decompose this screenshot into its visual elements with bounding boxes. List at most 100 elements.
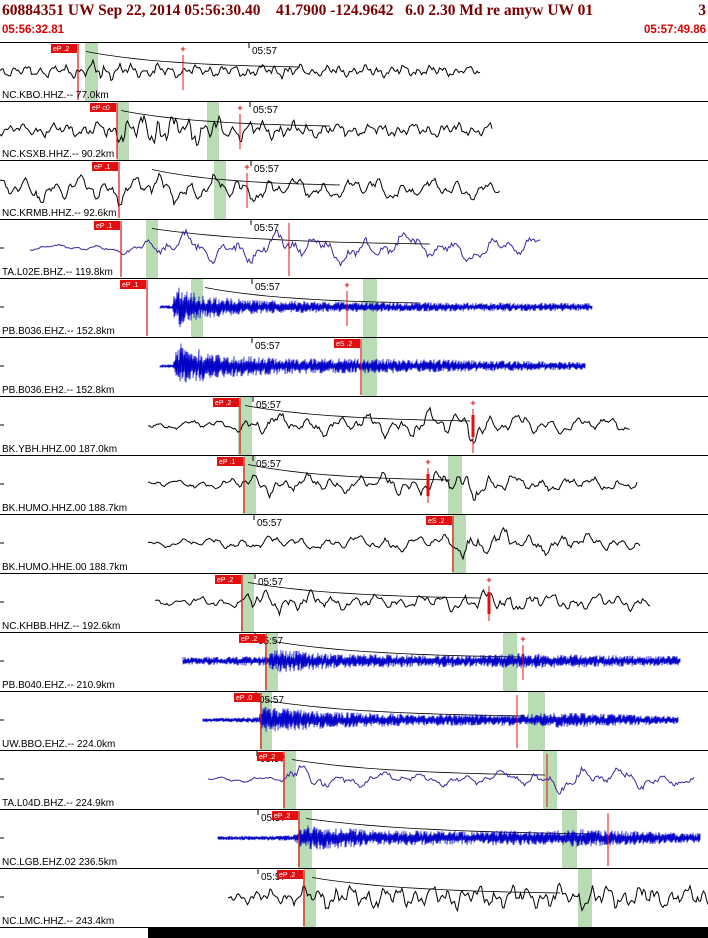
- trace-plot[interactable]: 05:57 eS .2 PB.B036.EH2.-- 152.8km: [0, 338, 708, 396]
- pick-label: eP .2: [279, 872, 295, 879]
- coda-decay-curve: [120, 110, 331, 127]
- trace-row[interactable]: 05:57 eP .0 UW.BBO.EHZ.-- 224.0km: [0, 691, 708, 750]
- waveform: [227, 882, 708, 913]
- trace-plot[interactable]: 05:57 eP c0 + NC.KSXB.HHZ.-- 90.2km: [0, 102, 708, 160]
- trace-row[interactable]: 05:57 eP .2 + BK.YBH.HHZ.00 187.0km: [0, 396, 708, 455]
- pick-label-box[interactable]: [92, 162, 118, 171]
- station-label: PB.B036.EH2.-- 152.8km: [2, 385, 114, 396]
- trace-plot[interactable]: 05:57 eP .1 TA.L02E.BHZ.-- 119.8km: [0, 220, 708, 278]
- pick-label-box[interactable]: [426, 516, 452, 525]
- coda-decay-curve: [151, 169, 341, 186]
- pick-label-box[interactable]: [217, 457, 243, 466]
- trace-plot[interactable]: 05:57 eP .2 + BK.YBH.HHZ.00 187.0km: [0, 397, 708, 455]
- trace-plot[interactable]: 05:57 eP .1 + PB.B036.EHZ.-- 152.8km: [0, 279, 708, 337]
- waveform: [0, 172, 500, 207]
- coda-decay-curve: [247, 582, 481, 599]
- plus-marker: +: [180, 44, 185, 54]
- trace-plot[interactable]: 05:57 eP .2 + NC.KBO.HHZ.-- 77.0km: [0, 43, 708, 101]
- event-title: 60884351 UW Sep 22, 2014 05:56:30.40 41.…: [2, 2, 594, 19]
- pick-label-box[interactable]: [213, 398, 239, 407]
- trace-row[interactable]: 05:57 eP .1 + BK.HUMO.HHZ.00 188.7km: [0, 455, 708, 514]
- trace-row[interactable]: 05:57 eP c0 + NC.KSXB.HHZ.-- 90.2km: [0, 101, 708, 160]
- trace-plot[interactable]: 05:57 eS .2 BK.HUMO.HHE.00 188.7km: [0, 515, 708, 573]
- highlight-band: [452, 515, 466, 573]
- pick-label-box[interactable]: [120, 280, 146, 289]
- trace-plot[interactable]: 05:57 eP .0 UW.BBO.EHZ.-- 224.0km: [0, 692, 708, 750]
- trace-plot[interactable]: 05:57 eP .1 + NC.KRMB.HHZ.-- 92.6km: [0, 161, 708, 219]
- window-start-time: 05:56:32.81: [2, 24, 65, 36]
- pick-label: eP .2: [241, 636, 257, 643]
- pick-label: eP .0: [236, 695, 252, 702]
- trace-plot[interactable]: 05:57 eP .2 + NC.KHBB.HHZ.-- 192.6km: [0, 574, 708, 632]
- pick-label: eS .2: [428, 518, 444, 525]
- amplitude-bar: [471, 415, 475, 437]
- highlight-band: [85, 43, 98, 101]
- clipped-trace[interactable]: [148, 928, 708, 938]
- pick-label-box[interactable]: [334, 339, 360, 348]
- trace-row[interactable]: 05:57 eP .2 + NC.KHBB.HHZ.-- 192.6km: [0, 573, 708, 632]
- waveform: [0, 114, 493, 146]
- station-label: TA.L02E.BHZ.-- 119.8km: [2, 267, 113, 278]
- pick-label: eP .1: [94, 164, 110, 171]
- pick-label-box[interactable]: [277, 870, 303, 879]
- waveform: [30, 228, 541, 267]
- pick-label-box[interactable]: [272, 811, 298, 820]
- trace-row[interactable]: 05:57 eP .2 + NC.KBO.HHZ.-- 77.0km: [0, 42, 708, 101]
- pick-label-box[interactable]: [94, 221, 120, 230]
- amplitude-bar: [487, 592, 491, 614]
- trace-row[interactable]: 05:57 eS .2 PB.B036.EH2.-- 152.8km: [0, 337, 708, 396]
- station-label: UW.BBO.EHZ.-- 224.0km: [2, 739, 115, 750]
- waveform: [154, 588, 651, 617]
- time-tick-label: 05:57: [254, 164, 279, 175]
- trace-row[interactable]: 05:57 eP .1 TA.L02E.BHZ.-- 119.8km: [0, 219, 708, 278]
- time-tick-label: 05:57: [253, 105, 278, 116]
- plus-marker: +: [520, 634, 525, 644]
- clipped-trace-strip: [0, 927, 708, 938]
- pick-label-box[interactable]: [215, 575, 241, 584]
- trace-row[interactable]: 05:57 eP .2 + PB.B040.EHZ.-- 210.9km: [0, 632, 708, 691]
- time-tick-label: 05:57: [255, 341, 280, 352]
- highlight-band: [241, 574, 254, 632]
- pick-label-box[interactable]: [239, 634, 265, 643]
- pick-label: eP .1: [96, 223, 112, 230]
- highlight-band: [578, 869, 592, 927]
- pick-label: eS .2: [336, 341, 352, 348]
- pick-label: eP .2: [217, 577, 233, 584]
- waveform: [159, 287, 593, 328]
- waveform: [217, 825, 701, 850]
- trace-list: 05:57 eP .2 + NC.KBO.HHZ.-- 77.0km 05:57 eP c…: [0, 42, 708, 927]
- pick-label-box[interactable]: [90, 103, 116, 112]
- pick-label-box[interactable]: [51, 44, 77, 53]
- pick-label-box[interactable]: [234, 693, 260, 702]
- plus-marker: +: [244, 162, 249, 172]
- trace-row[interactable]: 05:57 eP .1 + PB.B036.EHZ.-- 152.8km: [0, 278, 708, 337]
- header: 60884351 UW Sep 22, 2014 05:56:30.40 41.…: [0, 0, 708, 42]
- pick-label: eP .1: [122, 282, 138, 289]
- coda-decay-curve: [291, 759, 546, 776]
- waveform: [147, 470, 638, 501]
- trace-plot[interactable]: 05:57 eP .1 + BK.HUMO.HHZ.00 188.7km: [0, 456, 708, 514]
- trace-row[interactable]: 05:57 eP .1 + NC.KRMB.HHZ.-- 92.6km: [0, 160, 708, 219]
- trace-row[interactable]: 05:57 eP .2 NC.LMC.HHZ.-- 243.4km: [0, 868, 708, 927]
- highlight-band: [238, 397, 252, 455]
- highlight-band: [117, 102, 129, 160]
- station-label: NC.KBO.HHZ.-- 77.0km: [2, 90, 109, 101]
- time-tick-label: 05:57: [255, 282, 280, 293]
- highlight-band: [303, 869, 316, 927]
- waveform: [159, 343, 586, 383]
- station-label: NC.KRMB.HHZ.-- 92.6km: [2, 208, 116, 219]
- waveform: [147, 526, 641, 561]
- trace-row[interactable]: 05:57 eS .2 BK.HUMO.HHE.00 188.7km: [0, 514, 708, 573]
- coda-decay-curve: [247, 464, 451, 481]
- station-label: NC.LMC.HHZ.-- 243.4km: [2, 916, 114, 927]
- pick-label-box[interactable]: [257, 752, 283, 761]
- waveform: [202, 707, 679, 732]
- station-label: NC.KSXB.HHZ.-- 90.2km: [2, 149, 114, 160]
